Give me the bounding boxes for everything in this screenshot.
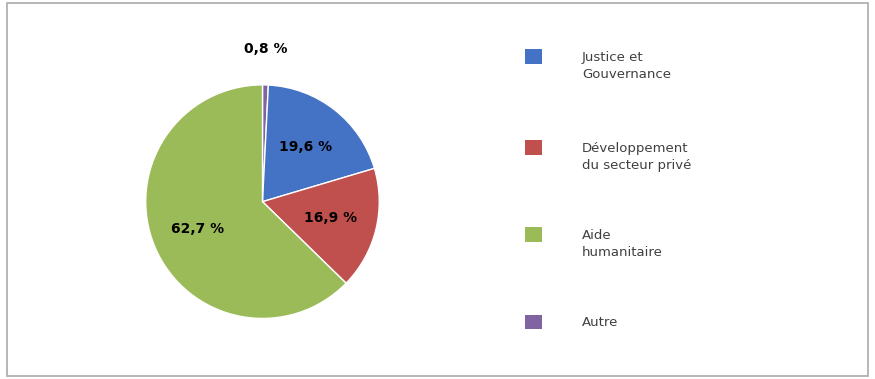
Text: 62,7 %: 62,7 % <box>172 222 225 236</box>
Text: Justice et: Justice et <box>582 51 643 64</box>
Text: Aide: Aide <box>582 229 612 242</box>
Text: 16,9 %: 16,9 % <box>304 211 357 226</box>
Text: Développement: Développement <box>582 142 689 155</box>
Wedge shape <box>262 85 374 202</box>
Text: 0,8 %: 0,8 % <box>244 42 288 56</box>
Text: du secteur privé: du secteur privé <box>582 159 691 172</box>
Wedge shape <box>262 85 269 202</box>
Wedge shape <box>146 85 346 318</box>
Text: Gouvernance: Gouvernance <box>582 68 671 81</box>
Wedge shape <box>262 168 379 283</box>
Text: Autre: Autre <box>582 316 619 329</box>
Text: 19,6 %: 19,6 % <box>279 139 332 153</box>
Text: humanitaire: humanitaire <box>582 246 662 259</box>
